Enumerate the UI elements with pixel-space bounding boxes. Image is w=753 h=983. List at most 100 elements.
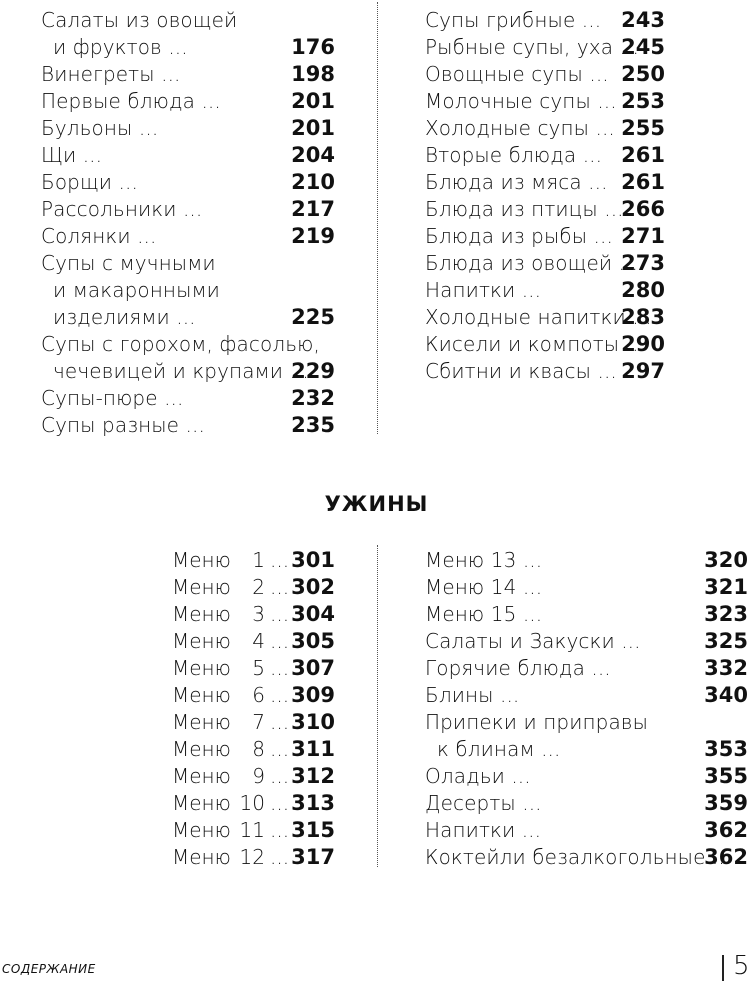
top-right-entry-page: 266 [621,197,665,221]
top-right-entry-page: 283 [621,305,665,329]
top-right-entry-text: Блюда из птицы ... [425,197,624,221]
menu-page: 317 [291,845,335,869]
bottom-right-entry-page: 362 [704,845,748,869]
footer-divider [722,955,724,981]
menu-page: 309 [291,683,335,707]
bottom-right-entry-text: Коктейли безалкогольные ... [425,845,732,869]
page-number: 5 [733,951,750,981]
menu-number: 3 [252,602,265,626]
top-left-entry-text: Щи ... [41,143,103,167]
top-left-entry-text: Первые блюда ... [41,89,221,113]
top-right-entry-text: Молочные супы ... [425,89,617,113]
menu-label: Меню [172,575,231,599]
menu-page: 304 [291,602,335,626]
menu-label: Меню [172,656,231,680]
menu-label: Меню [172,791,231,815]
menu-label: Меню [172,737,231,761]
menu-page: 315 [291,818,335,842]
top-right-entry-page: 297 [621,359,665,383]
menu-page: 310 [291,710,335,734]
menu-label: Меню [172,548,231,572]
menu-dots: ... [270,845,290,869]
bottom-right-entry-text: Салаты и Закуски ... [425,629,641,653]
top-left-entry-page: 201 [291,89,335,113]
top-left-entry-page: 219 [291,224,335,248]
top-right-entry-text: Кисели и компоты ... [425,332,646,356]
menu-number: 8 [252,737,265,761]
bottom-right-entry-page: 355 [704,764,748,788]
top-right-entry-page: 273 [621,251,665,275]
section-heading: УЖИНЫ [324,492,429,516]
top-right-entry-page: 255 [621,116,665,140]
menu-page: 307 [291,656,335,680]
top-right-entry-text: Овощные супы ... [425,62,609,86]
menu-dots: ... [270,656,290,680]
menu-number: 10 [239,791,265,815]
top-right-entry-page: 245 [621,35,665,59]
menu-label: Меню [172,845,231,869]
bottom-right-entry-page: 362 [704,818,748,842]
top-right-entry-page: 253 [621,89,665,113]
bottom-right-entry-text: Меню 14 ... [425,575,543,599]
menu-label: Меню [172,764,231,788]
top-right-entry-text: Напитки ... [425,278,542,302]
top-left-entry-page: 198 [291,62,335,86]
menu-number: 2 [252,575,265,599]
bottom-right-entry-page: 325 [704,629,748,653]
menu-number: 5 [252,656,265,680]
menu-dots: ... [270,764,290,788]
top-left-entry-page: 229 [291,359,335,383]
menu-page: 311 [291,737,335,761]
top-left-entry-text: Солянки ... [41,224,157,248]
bottom-right-entry-page: 332 [704,656,748,680]
menu-page: 302 [291,575,335,599]
top-right-entry-page: 250 [621,62,665,86]
menu-number: 12 [239,845,265,869]
menu-dots: ... [270,575,290,599]
column-divider-bottom [377,545,378,867]
menu-number: 1 [252,548,265,572]
top-left-entry-text: Супы разные ... [41,413,205,437]
top-left-entry-text: Бульоны ... [41,116,159,140]
top-right-entry-text: Сбитни и квасы ... [425,359,617,383]
top-left-entry-page: 235 [291,413,335,437]
menu-page: 305 [291,629,335,653]
bottom-right-entry-page: 359 [704,791,748,815]
menu-label: Меню [172,629,231,653]
menu-label: Меню [172,818,231,842]
bottom-right-entry-page: 340 [704,683,748,707]
top-right-entry-page: 290 [621,332,665,356]
menu-dots: ... [270,548,290,572]
menu-page: 313 [291,791,335,815]
top-left-entry-page: 176 [291,35,335,59]
top-right-entry-text: Супы грибные ... [425,8,602,32]
bottom-right-entry-text: Блины ... [425,683,520,707]
top-left-entry-page: 217 [291,197,335,221]
top-left-entry-page: 201 [291,116,335,140]
top-left-entry-page: 232 [291,386,335,410]
menu-label: Меню [172,602,231,626]
bottom-right-entry-text: Меню 13 ... [425,548,543,572]
menu-dots: ... [270,737,290,761]
bottom-right-entry-page: 323 [704,602,748,626]
top-left-entry-text: Рассольники ... [41,197,203,221]
top-right-entry-text: Блюда из мяса ... [425,170,608,194]
menu-page: 312 [291,764,335,788]
top-right-entry-text: Холодные напитки ... [425,305,652,329]
menu-label: Меню [172,710,231,734]
top-left-entry-text: и макаронными [53,278,220,302]
bottom-right-entry-text: Припеки и приправы [425,710,649,734]
bottom-right-entry-page: 353 [704,737,748,761]
menu-dots: ... [270,791,290,815]
top-right-entry-text: Блюда из рыбы ... [425,224,613,248]
bottom-right-entry-text: к блинам ... [437,737,561,761]
menu-number: 11 [239,818,265,842]
top-left-entry-text: Винегреты ... [41,62,181,86]
top-right-entry-page: 271 [621,224,665,248]
top-right-entry-text: Холодные супы ... [425,116,615,140]
bottom-right-entry-text: Меню 15 ... [425,602,543,626]
bottom-right-entry-text: Оладьи ... [425,764,531,788]
menu-page: 301 [291,548,335,572]
top-right-entry-page: 261 [621,143,665,167]
top-right-entry-text: Блюда из овощей ... [425,251,639,275]
